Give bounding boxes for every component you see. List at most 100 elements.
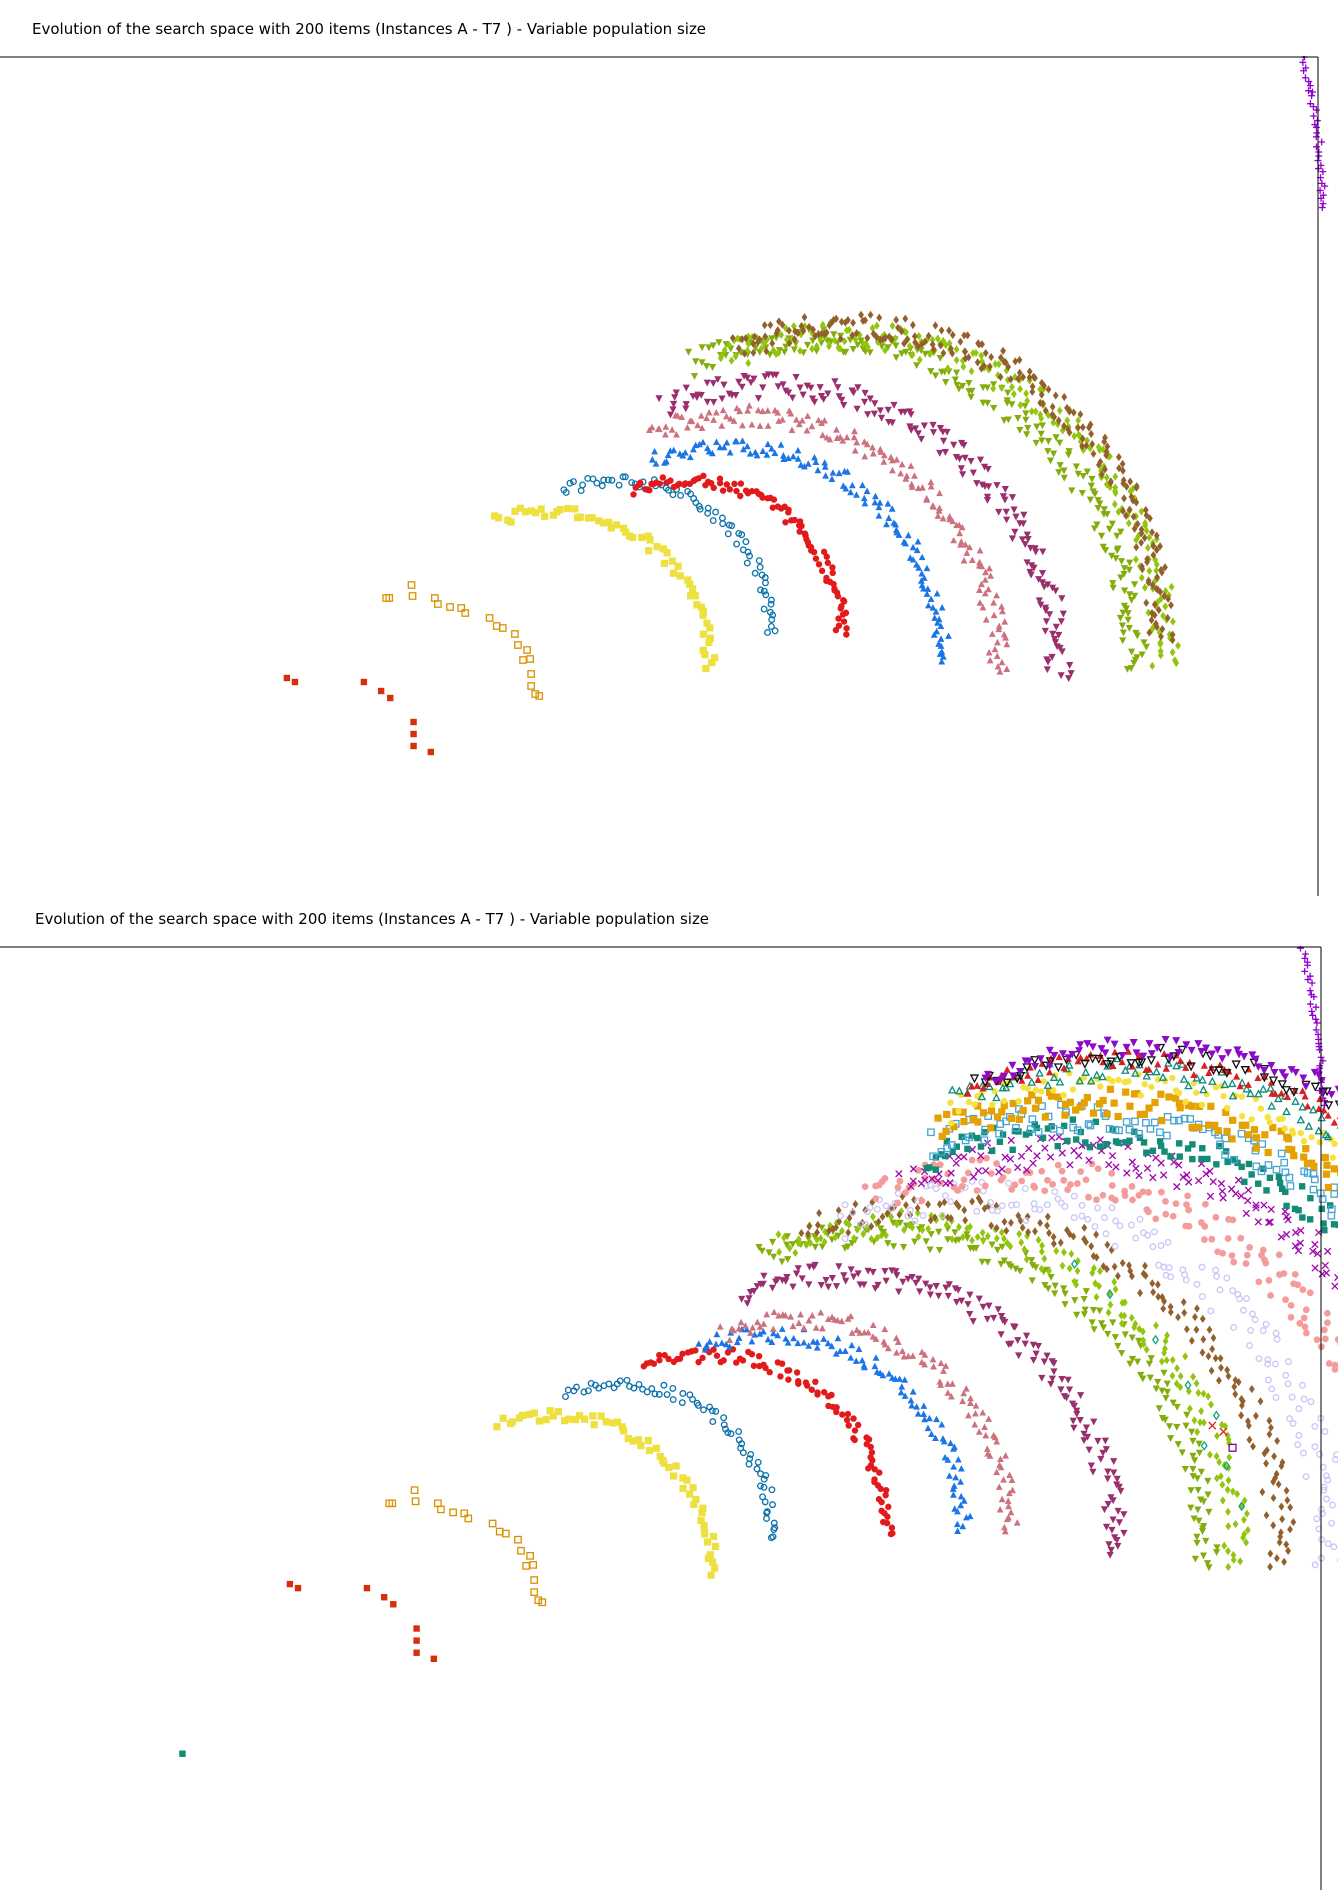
- data-point: [1229, 1216, 1237, 1224]
- data-point: [1313, 1515, 1321, 1523]
- data-point: [1044, 1221, 1050, 1230]
- data-point: [888, 1205, 896, 1212]
- data-point: [828, 475, 836, 482]
- data-point: [855, 1345, 863, 1353]
- data-point: [1139, 1375, 1147, 1383]
- data-point: [908, 483, 916, 490]
- data-point: [857, 337, 865, 345]
- data-point: [530, 1588, 539, 1597]
- data-point: [770, 1519, 778, 1527]
- data-point: [710, 416, 718, 423]
- data-point: [724, 1349, 732, 1356]
- data-point: [1198, 1155, 1205, 1163]
- data-point: [820, 396, 828, 403]
- data-point: [698, 1508, 706, 1517]
- data-point: [1299, 59, 1307, 66]
- data-point: [1236, 1295, 1244, 1303]
- data-point: [1267, 1292, 1274, 1299]
- data-point: [1151, 611, 1158, 620]
- data-point: [1130, 512, 1137, 521]
- data-point: [1263, 1446, 1270, 1455]
- data-point: [888, 335, 895, 344]
- data-point: [1037, 601, 1045, 609]
- data-point: [1224, 1235, 1232, 1242]
- data-point: [728, 522, 736, 530]
- data-point: [1242, 1121, 1250, 1129]
- data-point: [1148, 1083, 1155, 1091]
- data-point: [1207, 1450, 1213, 1459]
- data-point: [835, 469, 843, 477]
- data-point: [1018, 1076, 1026, 1084]
- data-point: [926, 1164, 933, 1171]
- data-point: [1132, 1164, 1140, 1173]
- data-point: [1031, 1104, 1040, 1112]
- data-point: [696, 440, 703, 448]
- data-point: [1195, 1123, 1203, 1131]
- data-point: [1278, 1461, 1285, 1471]
- data-point: [1145, 1208, 1152, 1216]
- data-point: [1135, 1129, 1143, 1138]
- data-point: [1129, 1196, 1136, 1204]
- data-point: [902, 539, 909, 547]
- data-point: [949, 349, 956, 358]
- data-point: [692, 1347, 699, 1354]
- data-point: [976, 599, 984, 606]
- data-point: [933, 627, 941, 635]
- data-point: [1189, 1437, 1197, 1445]
- data-point: [1155, 1292, 1162, 1301]
- data-point: [1266, 1416, 1273, 1425]
- data-point: [656, 1357, 663, 1364]
- data-point: [705, 409, 713, 416]
- data-point: [1158, 1188, 1165, 1196]
- data-point: [1273, 1554, 1280, 1563]
- data-point: [761, 1498, 769, 1506]
- data-point: [1009, 382, 1015, 392]
- data-point: [840, 1272, 848, 1280]
- data-point: [943, 1220, 950, 1229]
- data-point: [895, 1288, 903, 1296]
- data-point: [1198, 1101, 1206, 1109]
- data-point: [774, 383, 782, 391]
- data-point: [1263, 1187, 1270, 1194]
- data-point: [652, 460, 660, 467]
- data-point: [757, 586, 764, 594]
- data-point: [944, 1456, 952, 1463]
- data-point: [1107, 482, 1113, 492]
- data-point: [987, 1170, 995, 1177]
- data-point: [1205, 1121, 1213, 1129]
- data-point: [1104, 1501, 1112, 1508]
- data-point: [1321, 1227, 1328, 1234]
- data-point: [1278, 1069, 1287, 1077]
- data-point: [1311, 1240, 1319, 1249]
- data-point: [1091, 490, 1099, 498]
- data-point: [846, 1220, 852, 1229]
- data-point: [743, 1325, 751, 1333]
- data-point: [947, 1169, 955, 1177]
- data-point: [689, 585, 697, 593]
- data-point: [1221, 1151, 1229, 1159]
- data-point: [851, 427, 858, 435]
- data-point: [828, 1275, 836, 1282]
- data-point: [1208, 1066, 1219, 1076]
- data-point: [848, 1341, 856, 1349]
- data-point: [783, 1233, 791, 1241]
- data-point: [690, 1500, 698, 1509]
- data-point: [745, 339, 752, 348]
- data-point: [701, 1530, 709, 1538]
- data-point: [896, 1219, 904, 1227]
- data-point: [1199, 1552, 1208, 1560]
- data-point: [1322, 1269, 1331, 1277]
- data-point: [929, 429, 938, 436]
- data-point: [595, 517, 603, 525]
- data-point: [1182, 1352, 1189, 1361]
- data-point: [972, 1409, 979, 1417]
- data-point: [1032, 439, 1040, 447]
- data-point: [892, 354, 900, 362]
- data-point: [714, 376, 722, 384]
- data-point: [735, 1428, 743, 1435]
- data-point: [869, 1457, 876, 1464]
- data-point: [1070, 1402, 1078, 1410]
- data-point: [413, 1649, 420, 1656]
- data-point: [1300, 1314, 1308, 1322]
- data-point: [813, 342, 820, 351]
